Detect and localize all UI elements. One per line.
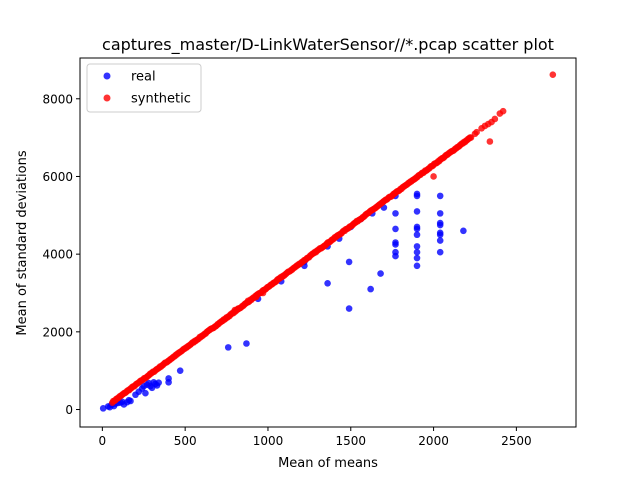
real-point [155, 379, 162, 387]
y-axis: 0 2000 4000 6000 8000 [42, 92, 80, 417]
x-tick-label: 0 [99, 434, 107, 448]
chart-title: captures_master/D-LinkWaterSensor//*.pca… [102, 35, 554, 55]
real-point [436, 192, 444, 200]
synthetic-point [244, 297, 252, 305]
x-tick-label: 500 [174, 434, 197, 448]
synthetic-point [430, 173, 437, 180]
y-tick-label: 2000 [42, 325, 73, 339]
real-point [436, 219, 444, 227]
real-point [413, 248, 421, 256]
x-axis: 0 500 1000 1500 2000 2500 [99, 427, 532, 448]
synthetic-point [471, 130, 479, 138]
synthetic-point [486, 138, 494, 145]
legend-real-label: real [131, 70, 156, 85]
real-point [99, 405, 107, 412]
real-point [413, 262, 421, 270]
synthetic-point [231, 306, 239, 314]
y-tick-label: 0 [65, 403, 73, 417]
real-point [392, 210, 399, 217]
real-point [392, 225, 399, 233]
synthetic-point [253, 293, 260, 301]
real-point [436, 210, 444, 217]
synthetic-point [549, 71, 557, 78]
real-point [392, 248, 399, 256]
x-tick-label: 2000 [418, 434, 449, 448]
legend-box [86, 63, 202, 113]
x-axis-label: Mean of means [278, 456, 378, 471]
y-axis-label: Mean of standard deviations [15, 150, 30, 335]
real-point [165, 375, 172, 382]
y-tick-label: 6000 [42, 170, 73, 184]
real-point [127, 397, 134, 405]
points-layer [99, 71, 557, 412]
real-point [413, 231, 421, 239]
synthetic-point [259, 289, 267, 297]
x-tick-label: 2500 [501, 434, 532, 448]
y-tick-label: 4000 [42, 248, 73, 262]
real-point [460, 227, 467, 235]
real-point [413, 208, 421, 215]
plot-frame [79, 57, 577, 428]
real-point [176, 367, 184, 374]
legend-synthetic-label: synthetic [131, 92, 191, 107]
legend-synthetic-marker [103, 94, 111, 102]
real-point [392, 239, 399, 246]
real-point [324, 279, 331, 287]
real-point [413, 223, 421, 231]
real-point [224, 344, 232, 351]
y-tick-label: 8000 [42, 92, 73, 106]
real-point [436, 229, 444, 237]
real-point [413, 243, 421, 250]
real-point [345, 258, 353, 266]
real-point [345, 305, 353, 312]
legend: real synthetic [86, 63, 202, 113]
real-point [377, 270, 384, 277]
x-tick-label: 1000 [253, 434, 284, 448]
x-tick-label: 1500 [335, 434, 366, 448]
real-point [436, 248, 444, 256]
synthetic-point [499, 107, 507, 115]
legend-real-marker [103, 72, 111, 80]
real-point [367, 285, 374, 293]
real-point [413, 254, 421, 262]
real-point [413, 190, 421, 198]
real-point [436, 237, 444, 244]
synthetic-point [478, 125, 485, 132]
real-point [142, 389, 149, 397]
real-point [243, 340, 250, 347]
